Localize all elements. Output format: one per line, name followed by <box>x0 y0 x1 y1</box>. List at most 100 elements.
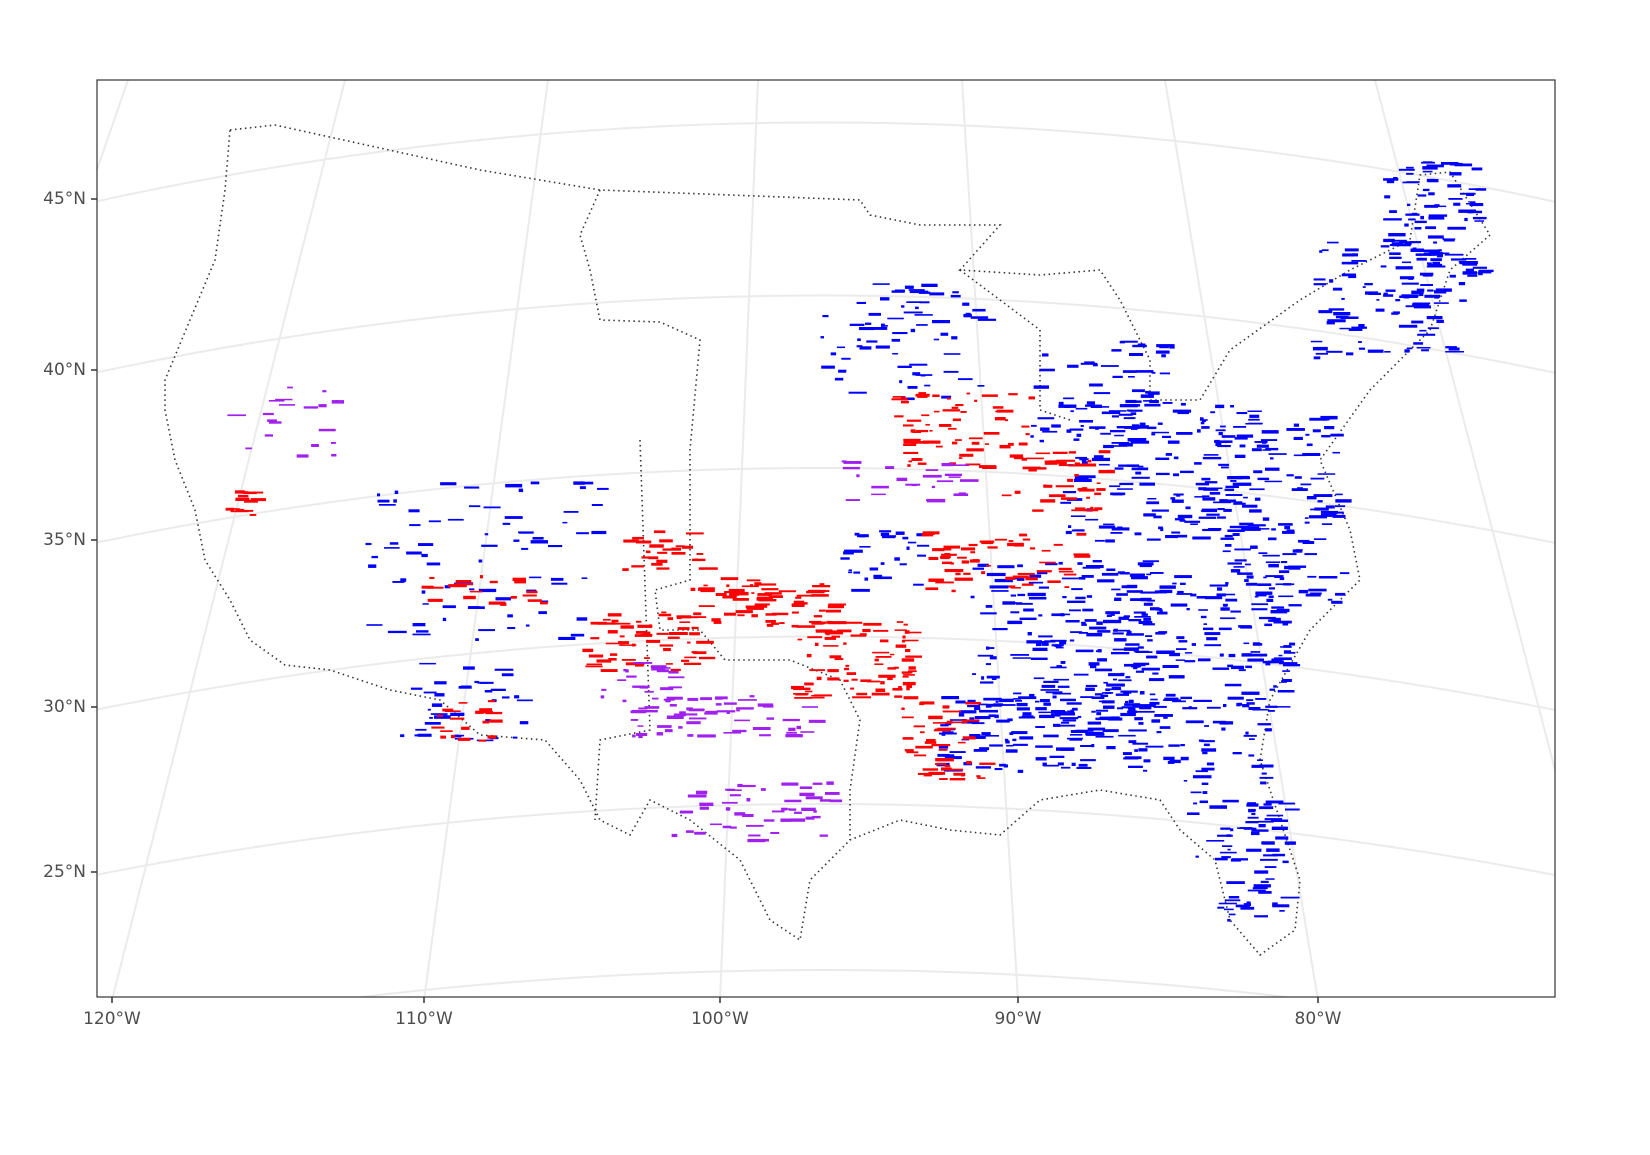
spot <box>1474 220 1485 222</box>
spot <box>697 616 707 618</box>
spot <box>741 585 759 588</box>
spot <box>1247 524 1266 527</box>
spot <box>1459 192 1476 195</box>
spot <box>737 591 749 596</box>
spot <box>856 692 868 696</box>
spot <box>1069 738 1082 741</box>
spot <box>1415 253 1432 256</box>
spot <box>1195 855 1199 858</box>
spot <box>985 663 991 666</box>
spot <box>1376 299 1380 301</box>
spot <box>1313 278 1326 281</box>
spot <box>1408 278 1413 280</box>
spot <box>488 601 506 605</box>
spot <box>1055 713 1073 716</box>
spot <box>1470 271 1478 274</box>
spot <box>845 499 860 501</box>
spot <box>663 648 671 652</box>
spot <box>1076 766 1092 769</box>
spot <box>1417 194 1427 197</box>
spot <box>972 736 982 738</box>
spot <box>1118 413 1133 416</box>
spot <box>1040 427 1050 431</box>
spot <box>1327 241 1339 244</box>
spot <box>1249 509 1262 513</box>
spot <box>1096 482 1101 484</box>
spot <box>977 385 985 387</box>
spot <box>681 659 690 662</box>
spot <box>1435 288 1452 292</box>
spot <box>961 719 980 722</box>
spot <box>815 629 833 633</box>
spot <box>1105 691 1112 694</box>
spot <box>1070 709 1075 713</box>
spot <box>1264 866 1277 868</box>
spot <box>1341 273 1356 277</box>
spot <box>1335 493 1343 496</box>
spot <box>1059 641 1067 645</box>
spot <box>811 694 825 697</box>
spot <box>912 431 921 433</box>
spot <box>1130 598 1141 601</box>
spot <box>790 818 806 822</box>
spot <box>1314 507 1329 511</box>
spot <box>1052 692 1071 695</box>
lat-label: 30°N <box>43 697 86 717</box>
spot <box>442 605 456 609</box>
spot <box>902 639 919 642</box>
spot <box>1136 370 1154 373</box>
spot <box>1286 474 1294 477</box>
spot <box>1175 659 1185 661</box>
spot <box>1110 716 1120 718</box>
spot <box>1101 694 1105 697</box>
spot <box>1088 662 1100 666</box>
spot <box>1169 652 1180 657</box>
spot <box>1218 463 1229 466</box>
spot <box>1265 447 1279 451</box>
spot <box>275 398 293 401</box>
spot <box>920 731 925 734</box>
spot <box>1084 361 1095 364</box>
spot <box>1044 640 1056 643</box>
spot <box>1080 745 1092 747</box>
spot <box>477 710 493 714</box>
spot <box>1118 464 1136 467</box>
spot <box>901 640 905 643</box>
spot <box>1169 759 1181 764</box>
spot <box>1067 600 1086 603</box>
spot <box>699 656 716 660</box>
spot <box>1132 705 1141 708</box>
spot <box>1268 595 1274 598</box>
spot <box>1219 851 1237 854</box>
spot <box>687 641 691 644</box>
spot <box>1125 643 1140 646</box>
spot <box>1137 562 1154 566</box>
spot <box>910 328 916 333</box>
spot <box>906 684 912 689</box>
spot <box>622 699 627 703</box>
spot <box>1310 477 1325 480</box>
spot <box>1103 705 1115 709</box>
spot <box>1233 502 1246 505</box>
spot <box>1427 289 1434 292</box>
spot <box>1306 496 1317 500</box>
spot <box>943 353 961 355</box>
spot <box>1333 312 1351 316</box>
spot <box>940 332 949 336</box>
spot <box>880 532 890 537</box>
spot <box>666 696 683 700</box>
spot <box>979 747 990 751</box>
spot <box>713 621 722 624</box>
spot <box>623 539 639 543</box>
spot <box>955 572 961 576</box>
spot <box>1428 214 1448 217</box>
spot <box>1139 422 1146 426</box>
spot <box>1204 644 1222 647</box>
spot <box>1255 591 1273 595</box>
spot <box>1135 651 1153 653</box>
spot <box>829 655 842 659</box>
spot <box>746 798 751 802</box>
spot <box>746 824 764 827</box>
spot <box>1123 691 1132 694</box>
spot <box>1151 372 1156 374</box>
